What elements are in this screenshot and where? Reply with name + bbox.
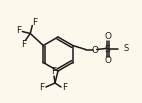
Text: F: F: [16, 26, 21, 35]
Text: O: O: [104, 32, 111, 41]
Text: F: F: [39, 84, 45, 92]
Text: F: F: [21, 40, 26, 49]
Text: S: S: [123, 44, 128, 53]
Text: O: O: [91, 46, 98, 55]
Text: F: F: [32, 18, 37, 26]
Text: F: F: [51, 67, 57, 77]
Text: O: O: [104, 56, 111, 65]
Text: S: S: [105, 45, 111, 54]
Text: F: F: [62, 84, 68, 92]
